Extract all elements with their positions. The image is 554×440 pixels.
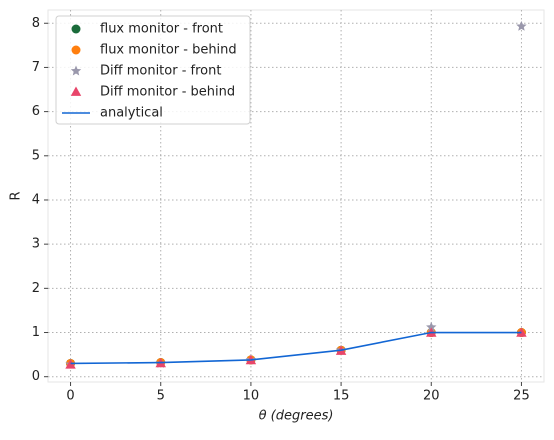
legend: flux monitor - front flux monitor - behin… [55, 15, 251, 125]
x-tick-label: 0 [66, 389, 74, 404]
legend-swatch [70, 65, 82, 76]
x-tick-label: 15 [333, 389, 350, 404]
y-tick-label: 4 [32, 192, 40, 207]
x-axis-label: θ (degrees) [259, 409, 334, 424]
x-tick-label: 20 [423, 389, 440, 404]
legend-label: analytical [100, 106, 163, 121]
legend-label: flux monitor - behind [100, 43, 237, 58]
x-tick-label: 10 [243, 389, 260, 404]
marker [516, 20, 527, 31]
legend-swatch [70, 86, 82, 96]
y-tick-label: 0 [32, 369, 40, 384]
y-tick-label: 1 [32, 325, 40, 340]
legend-label: Diff monitor - front [100, 64, 221, 79]
legend-label: flux monitor - front [100, 22, 223, 37]
y-tick-label: 5 [32, 148, 40, 163]
y-tick-label: 8 [32, 16, 40, 31]
legend-label: Diff monitor - behind [100, 85, 235, 100]
y-tick-label: 6 [32, 104, 40, 119]
plot-frame [47, 9, 545, 383]
marker [65, 359, 76, 369]
legend-swatch [71, 45, 81, 55]
y-tick-label: 2 [32, 281, 40, 296]
legend-box [55, 15, 251, 125]
legend-swatch [71, 24, 81, 34]
x-tick-label: 5 [157, 389, 165, 404]
y-tick-label: 3 [32, 237, 40, 252]
marker [426, 321, 437, 332]
y-tick-label: 7 [32, 60, 40, 75]
x-tick-label: 25 [513, 389, 530, 404]
line [70, 331, 522, 365]
y-axis-label: R [9, 191, 24, 200]
marker [516, 327, 527, 337]
